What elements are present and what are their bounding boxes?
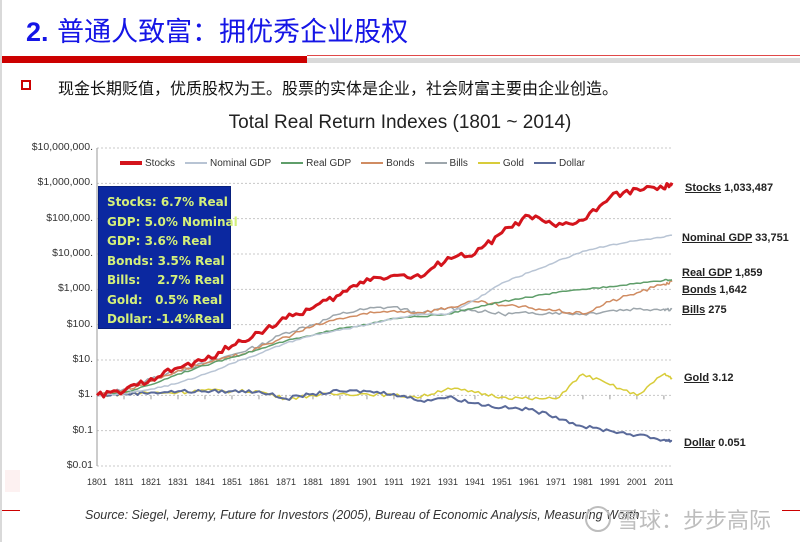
- annotation-line: Dollar: -1.4%Real: [107, 312, 225, 326]
- x-tick-label: 1961: [518, 477, 539, 487]
- legend-swatch-icon: [477, 162, 500, 164]
- series-lines: [95, 182, 674, 443]
- legend-swatch-icon: [120, 161, 142, 165]
- cagr-annotation-box: Stocks: 6.7% Real GDP: 5.0% Nominal GDP:…: [98, 186, 238, 329]
- end-label-bills: Bills 275: [682, 304, 727, 316]
- end-label-nominal-gdp: Nominal GDP 33,751: [682, 232, 789, 244]
- x-tick-label: 1921: [410, 477, 431, 487]
- x-tick-label: 1911: [384, 477, 404, 487]
- snowball-logo-icon: [585, 506, 611, 532]
- chart-legend: Stocks Nominal GDP Real GDP Bonds Bills Gold D…: [120, 156, 595, 170]
- legend-label: Dollar: [559, 157, 586, 169]
- y-tick-label: $1,000.: [57, 282, 93, 295]
- series-line-stocks: [95, 182, 674, 399]
- y-tick-label: $0.1: [72, 423, 93, 436]
- x-tick-label: 1831: [167, 477, 188, 487]
- annotation-line: GDP: 3.6% Real: [107, 234, 212, 248]
- x-tick-label: 1811: [114, 477, 134, 487]
- watermark: 雪球：步步高际: [585, 503, 771, 535]
- legend-label: Real GDP: [306, 157, 352, 169]
- legend-item-gold: Gold: [477, 157, 524, 169]
- series-line-dollar: [97, 388, 673, 443]
- annotation-line: Gold: 0.5% Real: [107, 292, 223, 307]
- title-underline-red: [2, 56, 307, 63]
- x-tick-label: 1941: [464, 477, 485, 487]
- y-tick-label: $0.01: [66, 459, 93, 471]
- end-label-gold: Gold 3.12: [684, 372, 734, 384]
- end-label-bonds: Bonds 1,642: [682, 284, 747, 296]
- end-label-real-gdp: Real GDP 1,859: [682, 267, 763, 279]
- y-tick-label: $10,000.: [52, 247, 93, 259]
- series-line-bills: [96, 305, 673, 396]
- legend-item-real-gdp: Real GDP: [281, 158, 351, 169]
- x-tick-label: 1931: [437, 477, 458, 487]
- y-tick-label: $1.: [78, 388, 93, 401]
- legend-item-nominal-gdp: Nominal GDP: [185, 158, 271, 169]
- x-tick-label: 2001: [626, 477, 647, 487]
- legend-swatch-icon: [185, 162, 208, 164]
- y-tick-label: $1,000,000.: [37, 176, 93, 189]
- legend-label: Gold: [502, 157, 524, 169]
- x-tick-label: 1891: [329, 477, 350, 487]
- legend-label: Stocks: [145, 157, 176, 169]
- x-tick-label: 1971: [545, 477, 566, 487]
- slide-title-text: 普通人致富：拥优秀企业股权: [57, 17, 409, 48]
- x-tick-label: 1851: [221, 477, 242, 487]
- legend-label: Bonds: [386, 157, 415, 169]
- series-line-gold: [96, 372, 673, 401]
- chart-source-note: Source: Siegel, Jeremy, Future for Inves…: [85, 508, 640, 522]
- legend-swatch-icon: [361, 162, 384, 164]
- y-tick-label: $100,000.: [46, 211, 93, 224]
- y-tick-label: $10.: [72, 353, 93, 365]
- bullet-square-icon: [21, 80, 31, 90]
- series-line-nominal-gdp: [96, 234, 673, 397]
- x-tick-label: 1861: [248, 477, 269, 487]
- decorative-red-line: [782, 510, 800, 511]
- title-underline-gray: [307, 58, 800, 63]
- x-tick-label: 1821: [140, 477, 161, 487]
- x-tick-label: 1951: [491, 477, 512, 487]
- x-tick-label: 1981: [572, 477, 593, 487]
- legend-label: Nominal GDP: [210, 157, 272, 169]
- decorative-block: [5, 470, 20, 492]
- legend-label: Bills: [449, 157, 468, 169]
- slide-title: 2. 普通人致富：拥优秀企业股权: [26, 10, 408, 49]
- chart-title: Total Real Return Indexes (1801 ~ 2014): [228, 112, 572, 133]
- legend-swatch-icon: [424, 162, 447, 164]
- y-tick-label: $100.: [66, 317, 93, 330]
- annotation-line: Stocks: 6.7% Real: [107, 195, 228, 209]
- series-line-bonds: [97, 279, 673, 397]
- end-label-stocks: Stocks 1,033,487: [685, 182, 774, 194]
- annotation-line: Bonds: 3.5% Real: [107, 253, 225, 268]
- x-tick-label: 1841: [194, 477, 215, 487]
- x-tick-label: 1991: [599, 477, 620, 487]
- decorative-red-line: [2, 510, 20, 511]
- legend-item-stocks: Stocks: [120, 158, 175, 169]
- x-tick-label: 1801: [86, 477, 108, 487]
- x-tick-label: 1881: [302, 477, 323, 487]
- end-label-dollar: Dollar 0.051: [684, 437, 746, 449]
- y-tick-label: $10,000,000.: [31, 141, 93, 153]
- legend-item-bills: Bills: [424, 157, 468, 169]
- legend-swatch-icon: [281, 162, 304, 164]
- slide-title-number: 2.: [26, 17, 49, 47]
- legend-swatch-icon: [534, 162, 556, 164]
- legend-item-bonds: Bonds: [361, 157, 415, 169]
- annotation-line: Bills: 2.7% Real: [107, 273, 225, 287]
- legend-item-dollar: Dollar: [534, 158, 585, 169]
- x-tick-label: 1871: [275, 477, 296, 487]
- annotation-line: GDP: 5.0% Nominal: [107, 214, 238, 229]
- left-border: [0, 0, 2, 542]
- x-tick-label: 1901: [356, 477, 377, 487]
- x-tick-label: 2011: [654, 477, 674, 487]
- bullet-text: 现金长期贬值，优质股权为王。股票的实体是企业，社会财富主要由企业创造。: [58, 79, 619, 98]
- title-underline-thin: [307, 55, 800, 56]
